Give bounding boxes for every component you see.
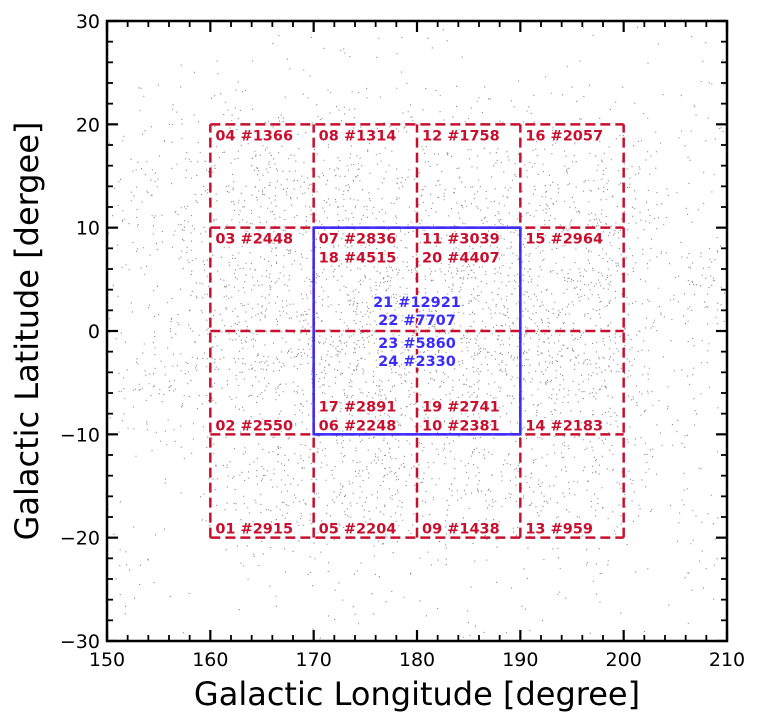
axis-ticks — [105, 19, 729, 643]
field-label-23: 23 #5860 — [378, 336, 456, 352]
field-label-01: 01 #2915 — [215, 522, 293, 538]
field-label-08: 08 #1314 — [319, 128, 397, 144]
tick-labels: 150 160 170 180 190 200 210 −30 −20 −10 0 10 20 30 — [60, 11, 745, 671]
y-tick-label: 10 — [76, 218, 100, 240]
x-tick-label: 170 — [296, 649, 332, 671]
y-tick-label: 30 — [76, 11, 100, 33]
y-tick-label: 20 — [76, 114, 100, 136]
field-label-20: 20 #4407 — [422, 251, 500, 267]
field-label-12: 12 #1758 — [422, 128, 500, 144]
field-label-22: 22 #7707 — [378, 313, 456, 329]
x-tick-label: 150 — [89, 649, 125, 671]
x-tick-label: 160 — [192, 649, 228, 671]
field-label-14: 14 #2183 — [525, 418, 603, 434]
field-label-19: 19 #2741 — [422, 399, 500, 415]
x-tick-label: 180 — [399, 649, 435, 671]
y-tick-label: −10 — [60, 424, 100, 446]
y-axis-title: Galactic Latitude [dergee] — [8, 122, 46, 541]
field-label-17: 17 #2891 — [319, 399, 397, 415]
central-field-boundary — [312, 226, 522, 436]
field-label-06: 06 #2248 — [319, 418, 397, 434]
y-tick-label: −20 — [60, 528, 100, 550]
field-label-07: 07 #2836 — [319, 232, 397, 248]
field-label-03: 03 #2448 — [215, 232, 293, 248]
y-tick-label: 0 — [88, 321, 100, 343]
field-label-04: 04 #1366 — [215, 128, 293, 144]
field-label-11: 11 #3039 — [422, 232, 500, 248]
field-label-24: 24 #2330 — [378, 354, 456, 370]
y-tick-label: −30 — [60, 631, 100, 653]
x-tick-label: 210 — [709, 649, 745, 671]
field-label-18: 18 #4515 — [319, 251, 397, 267]
field-label-10: 10 #2381 — [422, 418, 500, 434]
field-label-02: 02 #2550 — [215, 418, 293, 434]
field-label-16: 16 #2057 — [525, 128, 603, 144]
x-axis-title: Galactic Longitude [degree] — [194, 675, 640, 713]
field-grid — [209, 123, 625, 539]
field-label-21: 21 #12921 — [373, 295, 461, 311]
field-label-05: 05 #2204 — [319, 522, 397, 538]
field-labels: 01 #2915 02 #2550 03 #2448 04 #1366 05 #2204… — [214, 127, 605, 539]
x-tick-label: 190 — [502, 649, 538, 671]
field-label-13: 13 #959 — [525, 522, 593, 538]
field-label-09: 09 #1438 — [422, 522, 500, 538]
x-tick-label: 200 — [606, 649, 642, 671]
field-label-15: 15 #2964 — [525, 232, 603, 248]
